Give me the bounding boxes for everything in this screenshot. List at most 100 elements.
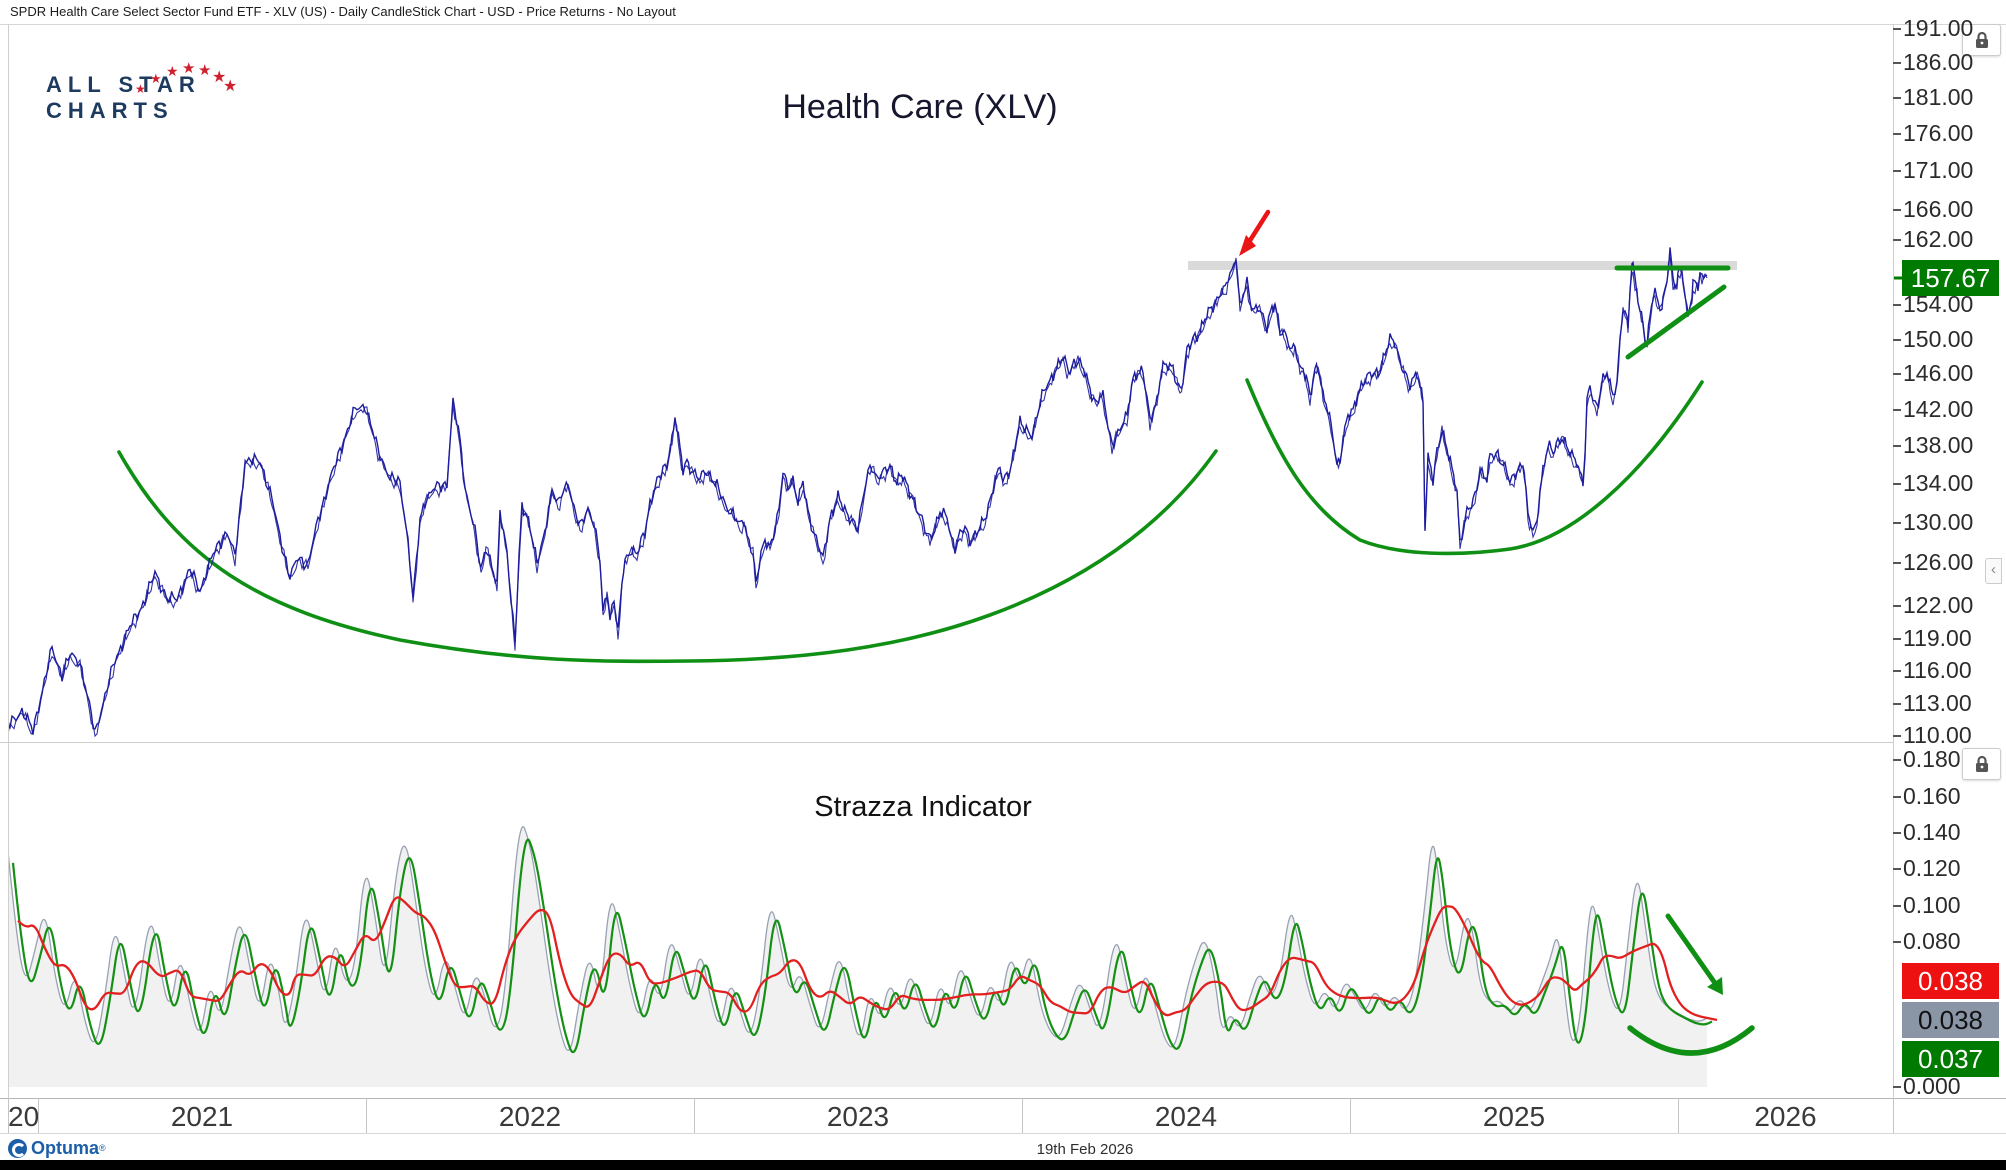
indicator-red-line: [17, 896, 1718, 1021]
indicator-green-line: [11, 838, 1713, 1054]
price-axis-tick-label: 171.00: [1903, 157, 1974, 183]
price-axis-tickmark: [1893, 638, 1901, 640]
price-axis-tickmark: [1893, 409, 1901, 411]
chart-right-border: [1893, 24, 1894, 1133]
price-axis-tick-label: 110.00: [1903, 722, 1972, 748]
price-axis-tick-label: 186.00: [1903, 49, 1974, 75]
price-axis-tick-label: 116.00: [1903, 657, 1972, 683]
green-down-arrow-head: [1707, 977, 1723, 995]
price-axis-tickmark: [1893, 339, 1901, 341]
lock-icon: [1975, 31, 1988, 48]
indicator-value-box-gray: 0.038: [1902, 1002, 1999, 1038]
xaxis-year-label: 2022: [498, 1101, 562, 1132]
xaxis-cell-divider: [1350, 1098, 1351, 1133]
xaxis-cell-divider: [694, 1098, 695, 1133]
logo-star-icon: ★: [212, 69, 227, 86]
price-axis-tick-label: 134.00: [1903, 470, 1974, 496]
price-axis-tickmark: [1893, 62, 1901, 64]
price-axis-tickmark: [1893, 605, 1901, 607]
price-axis-tickmark: [1893, 522, 1901, 524]
xaxis-year-label: 2024: [1154, 1101, 1218, 1132]
price-axis-tickmark: [1893, 562, 1901, 564]
price-axis-tick-label: 191.00: [1903, 15, 1974, 41]
price-axis-lock-button[interactable]: [1962, 24, 2001, 56]
xaxis-cell-divider: [8, 1098, 9, 1133]
price-axis-tickmark: [1893, 170, 1901, 172]
price-axis-tick-label: 176.00: [1903, 120, 1974, 146]
xaxis-year-label: 2023: [826, 1101, 890, 1132]
price-axis-tick-label: 154.00: [1903, 291, 1974, 317]
price-axis-tickmark: [1893, 97, 1901, 99]
indicator-axis-tick-label: 0.000: [1903, 1073, 1961, 1099]
price-axis-tickmark: [1893, 209, 1901, 211]
axis-collapse-button[interactable]: ‹: [1985, 558, 2002, 584]
indicator-value-box-green: 0.037: [1902, 1041, 1999, 1077]
indicator-axis-tickmark: [1893, 832, 1901, 834]
price-axis-tick-label: 166.00: [1903, 196, 1974, 222]
xaxis-cell-divider: [1678, 1098, 1679, 1133]
indicator-axis-lock-button[interactable]: [1962, 748, 2001, 780]
panel-divider[interactable]: [0, 742, 1893, 743]
optuma-logo: Optuma ®: [8, 1137, 106, 1159]
xaxis-year-label: 2021: [170, 1101, 234, 1132]
price-axis-tick-label: 113.00: [1903, 690, 1972, 716]
xaxis-top-border: [0, 1098, 2006, 1099]
xaxis-cell-divider: [38, 1098, 39, 1133]
window-title-bar: SPDR Health Care Select Sector Fund ETF …: [0, 0, 2006, 24]
status-bar-date: 19th Feb 2026: [1036, 1141, 1134, 1158]
price-axis-tickmark: [1893, 445, 1901, 447]
green-smile-arc: [1627, 1025, 1755, 1056]
indicator-axis-tick-label: 0.160: [1903, 783, 1961, 809]
logo-star-icon: ★: [182, 60, 196, 77]
titlebar-divider: [0, 24, 2006, 25]
indicator-axis-tick-label: 0.080: [1903, 928, 1961, 954]
price-axis-tick-label: 119.00: [1903, 625, 1972, 651]
xaxis-year-label: 2026: [1754, 1101, 1817, 1132]
indicator-area-fill: [8, 826, 1707, 1087]
chart-main-title: Health Care (XLV): [782, 88, 1058, 126]
xaxis-bottom-border: [0, 1133, 2006, 1134]
indicator-axis-tick-label: 0.120: [1903, 855, 1961, 881]
price-axis-tick-label: 138.00: [1903, 432, 1974, 458]
price-axis-tickmark: [1893, 239, 1901, 241]
price-axis-tick-label: 142.00: [1903, 396, 1974, 422]
cup-annotation-2: [1245, 378, 1704, 556]
price-series-path: [8, 247, 1708, 735]
price-axis-tickmark: [1893, 304, 1901, 306]
price-axis-tick-label: 150.00: [1903, 326, 1974, 352]
price-axis-tick-label: 146.00: [1903, 360, 1974, 386]
price-axis-tickmark: [1893, 703, 1901, 705]
price-axis-tick-label: 126.00: [1903, 549, 1974, 575]
allstarcharts-logo: ALL STAR CHARTS ★ ★ ★ ★ ★ ★ ★: [40, 30, 237, 123]
indicator-axis-tickmark: [1893, 868, 1901, 870]
indicator-axis-tick-label: 0.180: [1903, 746, 1961, 772]
red-arrow-head: [1239, 235, 1256, 256]
price-axis-tick-label: 130.00: [1903, 509, 1974, 535]
price-axis-tickmark: [1893, 373, 1901, 375]
xaxis-cell-divider: [1893, 1098, 1894, 1133]
logo-star-icon: ★: [223, 78, 238, 95]
price-axis-tick-label: 181.00: [1903, 84, 1974, 110]
price-axis-tickmark: [1893, 670, 1901, 672]
price-axis-tickmark: [1893, 133, 1901, 135]
indicator-title: Strazza Indicator: [814, 791, 1032, 823]
price-axis-tickmark: [1893, 28, 1901, 30]
price-series-path-2: [8, 256, 1708, 738]
optuma-registered-mark: ®: [99, 1143, 106, 1153]
cup-annotation-1: [117, 449, 1218, 664]
chart-left-border: [8, 24, 9, 1133]
logo-text-line1: ALL STAR: [46, 72, 201, 97]
price-axis-tick-label: 122.00: [1903, 592, 1974, 618]
logo-star-icon: ★: [135, 82, 146, 96]
optuma-icon: [8, 1138, 27, 1158]
indicator-axis-tickmark: [1893, 905, 1901, 907]
current-price-label: 157.67: [1902, 260, 1999, 296]
indicator-axis-tickmark: [1893, 941, 1901, 943]
xaxis-cell-divider: [1022, 1098, 1023, 1133]
bottom-black-bar: [0, 1160, 2006, 1170]
indicator-axis-tickmark: [1893, 759, 1901, 761]
xaxis-year-label: 2025: [1482, 1101, 1546, 1132]
xaxis-year-label: 20: [8, 1101, 40, 1132]
price-axis-tick-label: 162.00: [1903, 226, 1974, 252]
